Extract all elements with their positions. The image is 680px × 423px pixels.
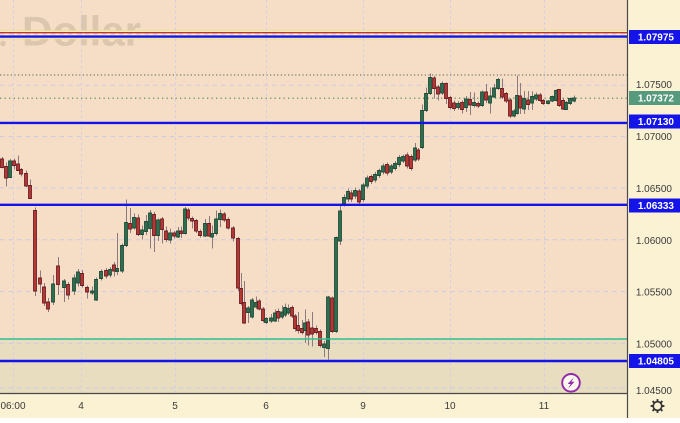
svg-text:9: 9 — [360, 401, 366, 412]
svg-text:1.07372: 1.07372 — [638, 94, 675, 105]
svg-text:11: 11 — [539, 401, 550, 412]
svg-text:1.04805: 1.04805 — [638, 357, 675, 368]
svg-text:06:00: 06:00 — [0, 401, 25, 412]
svg-text:4: 4 — [78, 401, 84, 412]
svg-text:1.04500: 1.04500 — [636, 386, 673, 397]
svg-text:1.06333: 1.06333 — [638, 201, 675, 212]
svg-text:1.06000: 1.06000 — [636, 236, 673, 247]
svg-text:1.07500: 1.07500 — [636, 80, 673, 91]
svg-text:1.05000: 1.05000 — [636, 340, 673, 351]
svg-text:1.07130: 1.07130 — [638, 117, 675, 128]
svg-text:10: 10 — [444, 401, 456, 412]
svg-text:1.07975: 1.07975 — [638, 33, 675, 44]
svg-text:5: 5 — [172, 401, 178, 412]
svg-text:1.07000: 1.07000 — [636, 132, 673, 143]
svg-text:6: 6 — [263, 401, 269, 412]
svg-text:1.06500: 1.06500 — [636, 184, 673, 195]
svg-text:1.05500: 1.05500 — [636, 288, 673, 299]
